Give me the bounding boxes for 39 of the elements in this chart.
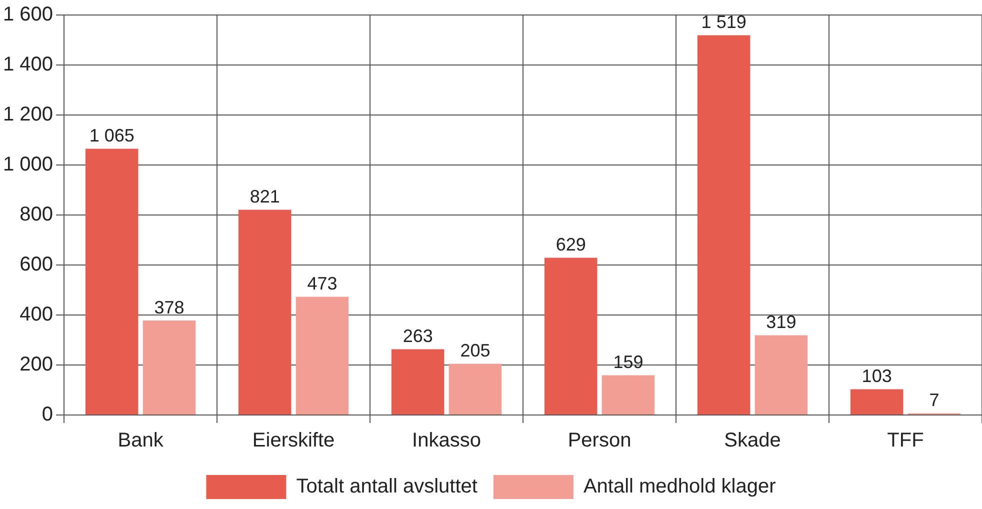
- x-tick-label: TFF: [887, 430, 924, 452]
- data-label: 7: [929, 390, 940, 410]
- data-label: 378: [154, 297, 184, 318]
- bar: [142, 320, 196, 414]
- legend-label: Antall medhold klager: [583, 476, 776, 498]
- data-label: 473: [307, 274, 338, 294]
- bar: [85, 148, 138, 414]
- data-label: 103: [862, 366, 892, 386]
- y-tick-label: 1 000: [2, 154, 54, 176]
- data-label: 1 519: [701, 12, 746, 32]
- data-label: 319: [766, 312, 796, 332]
- bar: [697, 35, 750, 414]
- y-tick-label: 400: [20, 304, 54, 326]
- bar: [296, 296, 349, 414]
- x-tick-label: Person: [568, 430, 632, 452]
- y-tick-label: 600: [20, 254, 54, 276]
- data-label: 205: [460, 340, 490, 361]
- bar: [448, 364, 502, 414]
- bar: [754, 335, 808, 414]
- x-tick-label: Inkasso: [412, 430, 481, 452]
- data-label: 821: [250, 186, 280, 207]
- data-label: 1 065: [89, 126, 134, 146]
- x-tick-label: Eierskifte: [252, 430, 335, 452]
- bar: [602, 375, 655, 414]
- legend-label: Totalt antall avsluttet: [296, 476, 478, 498]
- x-tick-label: Bank: [118, 430, 164, 452]
- bar: [544, 258, 598, 414]
- y-tick-label: 1 200: [2, 104, 54, 126]
- data-label: 263: [402, 326, 433, 346]
- y-tick-label: 800: [20, 204, 54, 226]
- bar: [850, 389, 904, 414]
- y-tick-label: 0: [42, 404, 54, 426]
- y-tick-label: 1 400: [2, 54, 54, 76]
- bar: [391, 349, 444, 414]
- bar: [238, 210, 292, 414]
- data-label: 629: [556, 234, 586, 255]
- y-tick-label: 200: [20, 354, 54, 376]
- x-tick-label: Skade: [724, 430, 781, 452]
- y-tick-label: 1 600: [2, 4, 54, 26]
